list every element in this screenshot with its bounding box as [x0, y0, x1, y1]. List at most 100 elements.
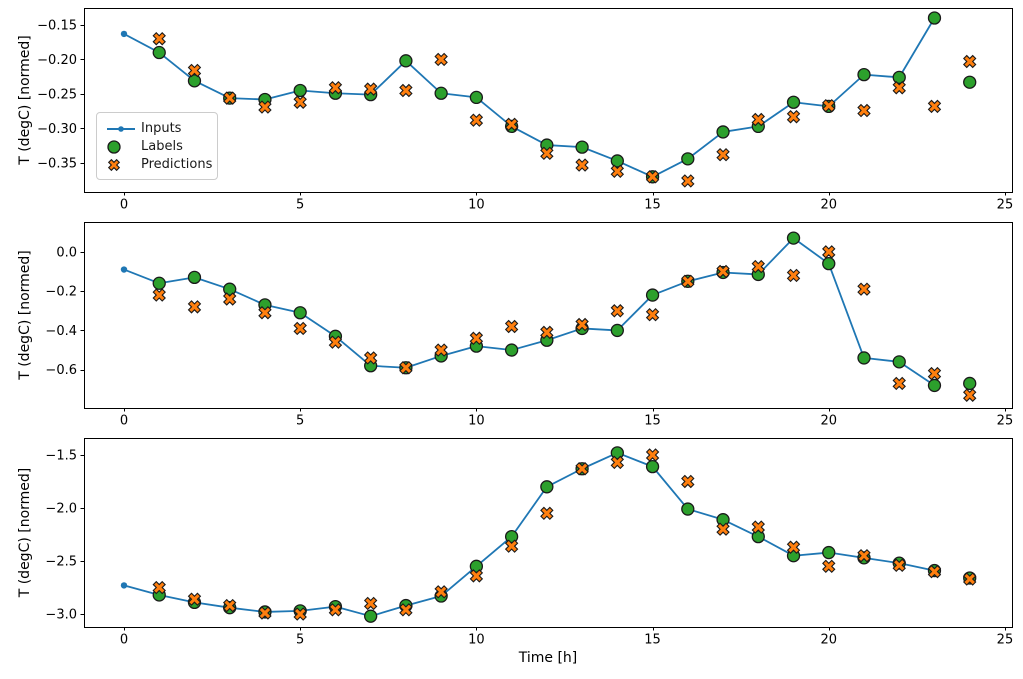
predictions-marker	[363, 596, 378, 611]
labels-marker	[892, 70, 906, 85]
labels-marker	[152, 276, 166, 290]
legend-item-inputs: Inputs	[105, 120, 208, 138]
predictions-marker	[540, 146, 554, 161]
predictions-marker	[927, 99, 942, 114]
legend-item-labels: Labels	[105, 138, 208, 156]
y-tick-label: −3.0	[45, 608, 77, 623]
y-tick-label: −0.20	[37, 53, 77, 68]
predictions-marker	[857, 103, 871, 118]
x-tick-label: 10	[468, 633, 485, 648]
predictions-marker	[504, 319, 519, 334]
inputs-line	[123, 237, 935, 387]
x-tick-label: 25	[997, 198, 1014, 213]
y-tick-label: −0.6	[45, 363, 77, 378]
predictions-marker	[857, 282, 871, 296]
predictions-marker	[927, 366, 942, 381]
predictions-marker	[786, 540, 801, 554]
predictions-marker	[222, 598, 237, 613]
predictions-marker	[540, 506, 554, 521]
predictions-marker	[504, 539, 519, 553]
predictions-marker	[892, 376, 906, 391]
labels-marker	[822, 256, 836, 271]
predictions-marker	[152, 32, 166, 46]
predictions-marker	[892, 558, 906, 572]
predictions-marker	[222, 292, 237, 306]
labels-marker	[963, 75, 977, 89]
predictions-marker	[645, 307, 660, 322]
labels-marker	[223, 282, 237, 296]
x-tick-label: 20	[820, 198, 837, 213]
y-tick-label: −0.4	[45, 324, 77, 339]
legend-label-inputs: Inputs	[141, 121, 182, 136]
y-tick-label: −0.35	[37, 157, 77, 172]
x-tick-label: 10	[468, 198, 485, 213]
x-tick-label: 10	[468, 414, 485, 429]
predictions-marker	[786, 268, 801, 283]
labels-marker	[822, 545, 836, 560]
y-axis-label: T (degC) [normed]	[17, 468, 33, 599]
inputs-line	[123, 17, 936, 178]
y-axis-label: T (degC) [normed]	[17, 35, 33, 166]
y-tick-label: −0.30	[37, 122, 77, 137]
labels-marker	[786, 95, 801, 109]
predictions-marker	[434, 585, 448, 599]
labels-marker	[610, 154, 624, 168]
predictions-marker	[328, 335, 343, 349]
x-tick-label: 0	[120, 633, 128, 648]
labels-marker	[293, 306, 307, 320]
inputs-line-dot-icon	[105, 121, 141, 137]
labels-marker	[610, 323, 624, 338]
predictions-marker	[716, 264, 730, 279]
predictions-marker	[469, 569, 484, 583]
x-axis-label: Time [h]	[518, 650, 578, 666]
y-tick-label: −2.0	[45, 502, 77, 517]
predictions-marker	[575, 158, 589, 172]
y-tick-label: −0.25	[37, 87, 77, 102]
predictions-marker	[681, 174, 695, 188]
legend: Inputs Labels Predictions	[96, 112, 218, 180]
x-tick-label: 0	[120, 414, 128, 429]
predictions-marker	[328, 81, 343, 95]
x-tick-label: 20	[820, 633, 837, 648]
predictions-marker	[187, 592, 202, 606]
predictions-marker	[716, 522, 730, 536]
inputs-line	[123, 451, 935, 618]
x-tick-label: 15	[644, 198, 661, 213]
predictions-marker	[962, 54, 977, 69]
x-tick-label: 5	[296, 414, 304, 429]
predictions-marker	[786, 110, 801, 124]
labels-marker	[892, 355, 906, 369]
x-tick-label: 15	[644, 633, 661, 648]
predictions-marker	[610, 164, 625, 179]
subplot-2: 0 5 10 15 20 25 0.0 −0.2 −0.4 −0.6 T (degC) [norme…	[17, 222, 1013, 429]
labels-marker	[187, 74, 202, 88]
legend-item-predictions: Predictions	[105, 156, 212, 174]
predictions-marker	[434, 52, 448, 67]
predictions-marker	[681, 474, 695, 489]
predictions-marker	[293, 321, 307, 336]
predictions-x-marker-icon	[105, 157, 141, 173]
predictions-marker	[399, 361, 413, 375]
labels-marker	[504, 343, 519, 357]
plot-border	[84, 222, 1013, 409]
subplot-1: 0 5 10 15 20 25 −0.15 −0.20 −0.25 −0.30 −0.35 T (de…	[17, 8, 1014, 213]
x-tick-label: 25	[997, 633, 1014, 648]
labels-marker	[927, 11, 942, 25]
predictions-marker	[751, 520, 766, 534]
predictions-marker	[469, 113, 484, 127]
predictions-marker	[469, 331, 484, 345]
predictions-marker	[822, 559, 836, 574]
predictions-marker	[399, 603, 413, 617]
labels-circle-icon	[105, 139, 141, 155]
x-tick-label: 0	[120, 198, 128, 213]
labels-marker	[575, 140, 589, 154]
predictions-marker	[645, 448, 660, 462]
inputs-point	[120, 582, 128, 589]
predictions-marker	[222, 91, 237, 105]
predictions-marker	[434, 343, 448, 357]
labels-marker	[434, 86, 448, 100]
predictions-marker	[363, 82, 378, 96]
predictions-marker	[187, 63, 202, 78]
labels-marker	[681, 152, 695, 166]
y-tick-label: −1.5	[45, 448, 77, 463]
